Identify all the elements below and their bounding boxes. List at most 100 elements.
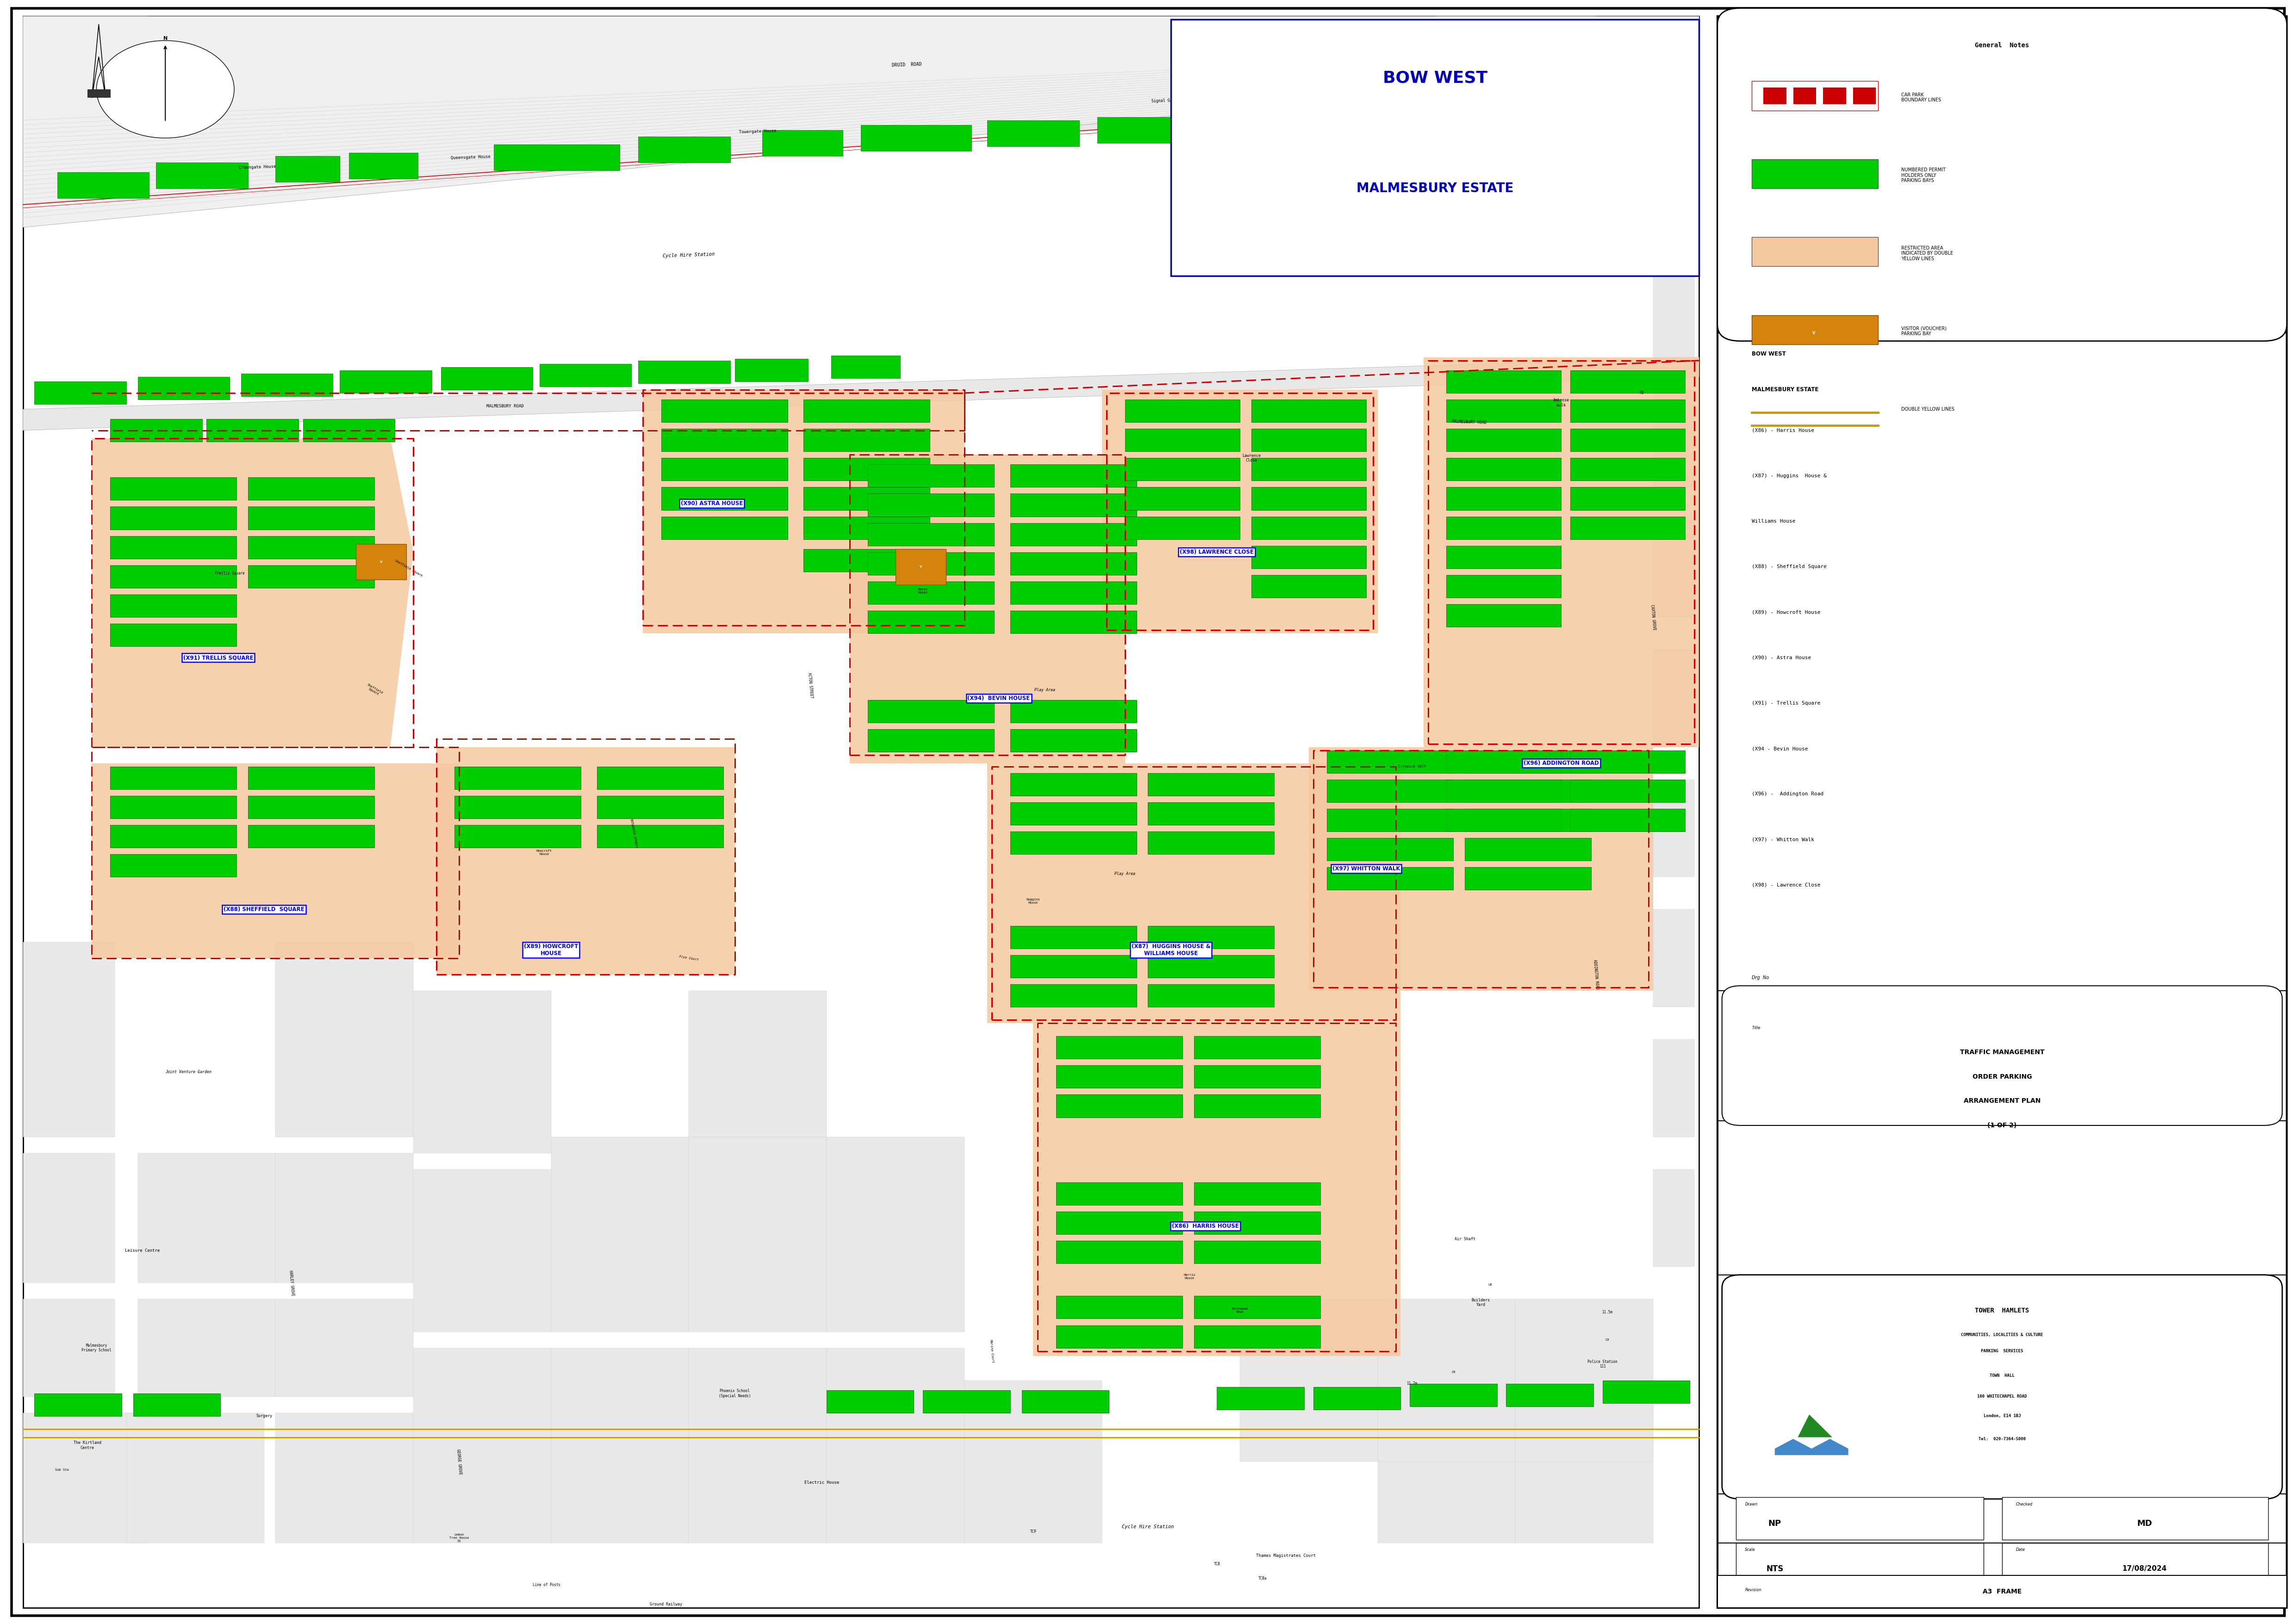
Bar: [1251, 458, 1366, 481]
Bar: [1603, 1380, 1690, 1403]
Bar: [133, 1393, 220, 1416]
Text: Phoenix School
(Special Needs): Phoenix School (Special Needs): [719, 1389, 751, 1398]
Text: Electric House: Electric House: [804, 1481, 840, 1484]
Text: (X87) - Huggins  House &: (X87) - Huggins House &: [1752, 474, 1828, 477]
Bar: [248, 477, 374, 500]
Circle shape: [96, 41, 234, 138]
Text: ACTON STREET: ACTON STREET: [808, 672, 813, 698]
Bar: [1251, 487, 1366, 510]
Bar: [1148, 28, 1297, 138]
Text: Joint Venture Garden: Joint Venture Garden: [165, 1070, 211, 1073]
Text: ORDER PARKING: ORDER PARKING: [1972, 1073, 2032, 1080]
Text: VISITOR (VOUCHER)
PARKING BAY: VISITOR (VOUCHER) PARKING BAY: [1901, 326, 1947, 336]
Text: Harris
House: Harris House: [1182, 1273, 1196, 1280]
Text: DRUID  ROAD: DRUID ROAD: [891, 62, 923, 68]
Bar: [1010, 29, 1137, 130]
Bar: [1752, 81, 1878, 110]
Bar: [276, 1153, 413, 1283]
Text: Creswick Walk: Creswick Walk: [1398, 765, 1426, 768]
Text: Drawn: Drawn: [1745, 1502, 1756, 1507]
Text: Cycle Hire Station: Cycle Hire Station: [664, 252, 714, 258]
Bar: [1570, 750, 1685, 773]
Text: (X97) - Whitton Walk: (X97) - Whitton Walk: [1752, 838, 1814, 841]
Bar: [551, 1348, 689, 1543]
Bar: [441, 367, 533, 390]
Bar: [661, 429, 788, 451]
Bar: [868, 523, 994, 546]
Bar: [1010, 523, 1137, 546]
Bar: [1446, 575, 1561, 598]
FancyBboxPatch shape: [1722, 986, 2282, 1125]
Bar: [276, 1299, 413, 1397]
Text: Malmesbury
Primary School: Malmesbury Primary School: [80, 1343, 113, 1353]
Bar: [1125, 516, 1240, 539]
Bar: [689, 991, 827, 1137]
Text: Sports Court: Sports Court: [1552, 23, 1580, 26]
Bar: [831, 356, 900, 378]
Text: Builders
Yard: Builders Yard: [1472, 1298, 1490, 1307]
Text: Crowngate House: Crowngate House: [239, 164, 276, 171]
Bar: [661, 400, 788, 422]
Bar: [1570, 516, 1685, 539]
Polygon shape: [1102, 390, 1378, 633]
Bar: [868, 611, 994, 633]
Bar: [248, 536, 374, 559]
Bar: [276, 1413, 413, 1543]
Bar: [455, 767, 581, 789]
Text: (X94 - Bevin House: (X94 - Bevin House: [1752, 747, 1807, 750]
Text: Date: Date: [2016, 1548, 2025, 1553]
Text: TOWN  HALL: TOWN HALL: [1991, 1374, 2014, 1377]
Bar: [1446, 516, 1561, 539]
Text: Signal Gantry: Signal Gantry: [1150, 97, 1182, 104]
Bar: [1752, 315, 1878, 344]
Bar: [110, 536, 236, 559]
Bar: [1056, 1036, 1182, 1059]
Bar: [1251, 516, 1366, 539]
Text: Air Shaft: Air Shaft: [1453, 1237, 1476, 1241]
Bar: [110, 565, 236, 588]
Bar: [1010, 494, 1137, 516]
Bar: [804, 458, 930, 481]
Bar: [1736, 1497, 1984, 1540]
Bar: [1653, 780, 1694, 877]
Text: Drg  No: Drg No: [1752, 976, 1770, 979]
Bar: [23, 1153, 115, 1283]
Bar: [110, 767, 236, 789]
Text: (X87)  HUGGINS HOUSE &
WILLIAMS HOUSE: (X87) HUGGINS HOUSE & WILLIAMS HOUSE: [1132, 944, 1210, 957]
Bar: [1607, 32, 1676, 106]
Bar: [1465, 750, 1591, 773]
Bar: [1148, 831, 1274, 854]
Bar: [1194, 1182, 1320, 1205]
Bar: [868, 464, 994, 487]
Text: Sheffield Square: Sheffield Square: [395, 559, 422, 578]
Bar: [1515, 1380, 1653, 1543]
Text: CR: CR: [1451, 1371, 1456, 1374]
Text: Ground Railway: Ground Railway: [650, 1603, 682, 1606]
Bar: [23, 1299, 115, 1397]
Text: NUMBERED PERMIT
HOLDERS ONLY
PARKING BAYS: NUMBERED PERMIT HOLDERS ONLY PARKING BAY…: [1901, 167, 1945, 184]
Polygon shape: [23, 16, 1699, 227]
Bar: [661, 516, 788, 539]
Bar: [413, 991, 551, 1153]
Bar: [2002, 1543, 2268, 1585]
Bar: [987, 120, 1079, 146]
Bar: [1056, 1095, 1182, 1117]
Bar: [303, 419, 395, 442]
Text: Williams House: Williams House: [1752, 520, 1795, 523]
Bar: [1010, 802, 1137, 825]
Text: Scale: Scale: [1745, 1548, 1756, 1553]
Text: (X90) - Astra House: (X90) - Astra House: [1752, 656, 1812, 659]
Bar: [1653, 260, 1694, 357]
Bar: [1148, 773, 1274, 796]
Bar: [1010, 729, 1137, 752]
Bar: [868, 581, 994, 604]
Text: Thames Magistrates Court: Thames Magistrates Court: [1256, 1554, 1316, 1557]
Bar: [1240, 1299, 1378, 1462]
Text: HARLEY GROVE: HARLEY GROVE: [289, 1270, 294, 1296]
Bar: [34, 382, 126, 404]
Bar: [1469, 32, 1561, 114]
Text: Towergate House: Towergate House: [739, 128, 776, 135]
Bar: [126, 1413, 264, 1543]
Bar: [1465, 838, 1591, 861]
Bar: [1194, 1036, 1320, 1059]
